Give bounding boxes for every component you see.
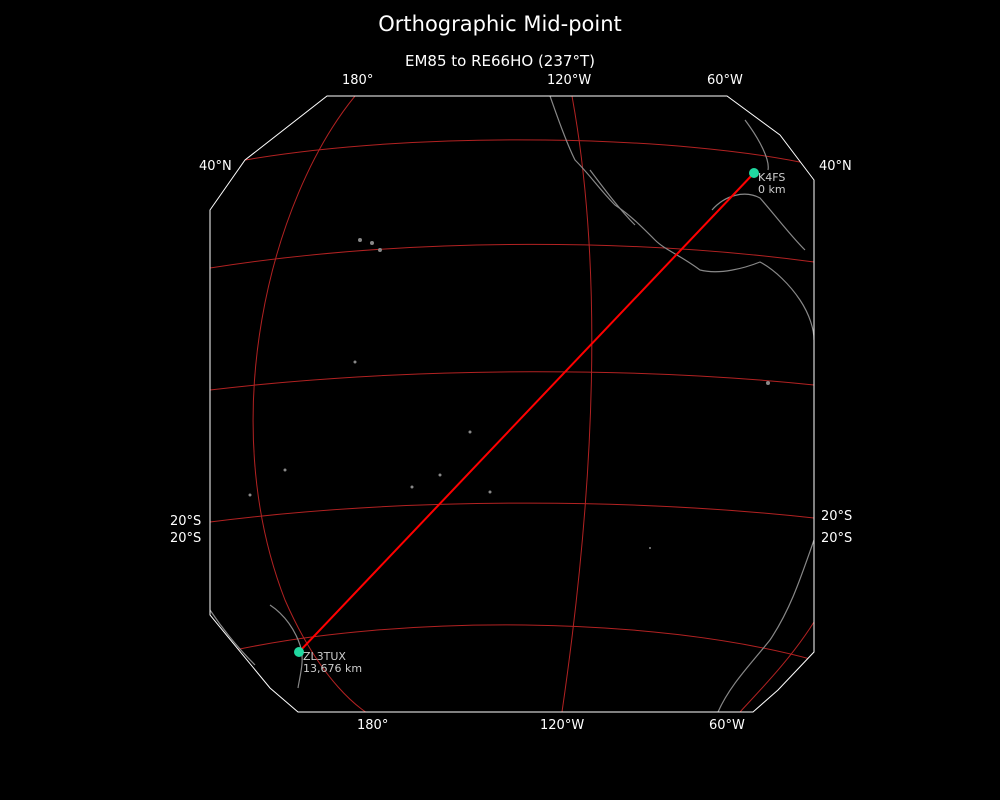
north-america-coast <box>549 96 814 341</box>
bottom-label-60w: 60°W <box>709 718 745 733</box>
station-marker-zl3tux[interactable] <box>294 647 304 657</box>
top-label-180: 180° <box>342 73 374 88</box>
meridian-120w <box>561 96 593 712</box>
great-circle-path <box>298 172 755 653</box>
left-label-40n: 40°N <box>199 159 232 174</box>
gulf-coast <box>711 119 806 251</box>
station-distance-k4fs: 0 km <box>758 183 786 196</box>
top-label-120w: 120°W <box>547 73 592 88</box>
australia-edge <box>210 609 256 666</box>
globe-border <box>209 95 815 713</box>
parallel-20s <box>210 502 814 523</box>
meridian-60w-south <box>739 621 814 712</box>
parallel-0 <box>210 371 814 391</box>
station-marker-k4fs[interactable] <box>749 168 759 178</box>
coastlines <box>210 96 814 712</box>
meridian-60w <box>726 96 814 171</box>
parallel-20n <box>210 243 814 269</box>
parallel-40n <box>244 139 814 166</box>
map-title: Orthographic Mid-point <box>378 12 622 36</box>
bottom-label-180: 180° <box>357 718 389 733</box>
station-call-k4fs: K4FS <box>758 171 785 184</box>
graticule <box>210 96 814 712</box>
station-call-zl3tux: ZL3TUX <box>303 650 346 663</box>
top-label-60w: 60°W <box>707 73 743 88</box>
baja <box>589 169 636 226</box>
station-distance-zl3tux: 13,676 km <box>303 662 362 675</box>
new-zealand <box>269 604 303 689</box>
map-subtitle: EM85 to RE66HO (237°T) <box>405 52 595 70</box>
left-label-20s-b: 20°S <box>170 531 202 546</box>
right-label-40n: 40°N <box>819 159 852 174</box>
south-america-coast <box>717 539 814 712</box>
right-label-20s-a: 20°S <box>821 509 853 524</box>
bottom-label-120w: 120°W <box>540 718 585 733</box>
islands <box>248 238 770 549</box>
parallel-40s <box>234 624 814 661</box>
left-label-20s-a: 20°S <box>170 514 202 529</box>
right-label-20s-b: 20°S <box>821 531 853 546</box>
meridian-180 <box>252 96 381 712</box>
